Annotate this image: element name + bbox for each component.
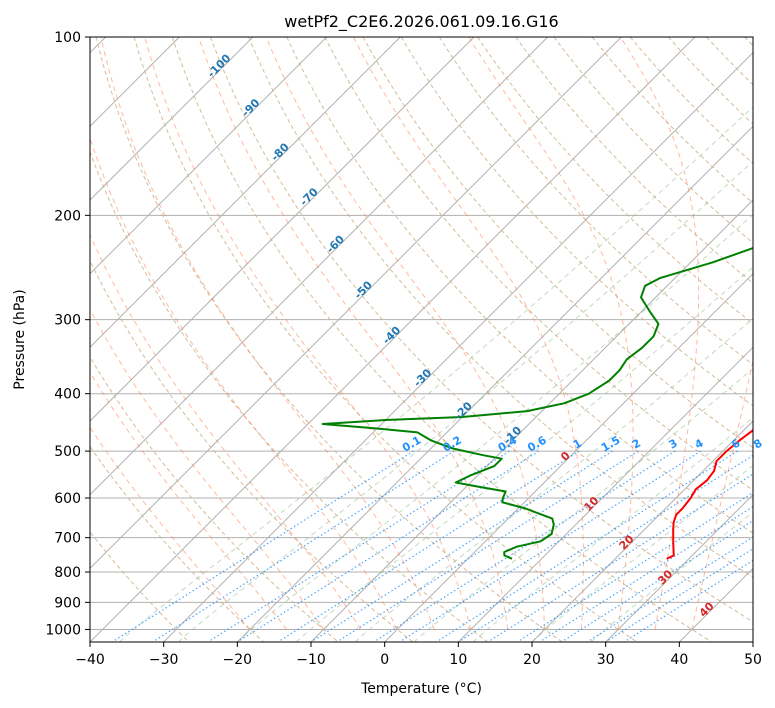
mixing-ratio-line [516, 491, 753, 642]
dry-adiabat-line [553, 37, 753, 244]
x-tick-label: 30 [597, 652, 615, 668]
isotherm-line [236, 125, 753, 642]
x-tick-label: −30 [149, 652, 179, 668]
y-tick-label: 300 [54, 313, 81, 329]
isotherm-line [90, 37, 328, 275]
x-tick-label: 0 [380, 652, 389, 668]
green-dashed-line [295, 266, 753, 642]
dry-adiabat-line [90, 356, 339, 642]
mixing-ratio-line [487, 473, 753, 642]
y-tick-label: 900 [54, 595, 81, 611]
mixing-ratio-line [561, 519, 753, 642]
green-dashed-line [472, 417, 753, 642]
x-axis-label: Temperature (°C) [360, 681, 482, 697]
background-lines [90, 37, 753, 642]
moist-adiabat-line [620, 37, 700, 630]
y-tick-label: 600 [54, 491, 81, 507]
moist-adiabat-line [198, 37, 509, 630]
mixing-ratio-line [111, 450, 414, 642]
isotherm-line [90, 37, 549, 496]
mixing-ratio-line [152, 450, 455, 642]
x-tick-label: −10 [296, 652, 326, 668]
mixing-ratio-line [586, 536, 753, 642]
green-dashed-line [590, 511, 753, 642]
dry-adiabat-line [248, 37, 753, 578]
green-dashed-line [236, 214, 753, 642]
isotherm-line [605, 493, 753, 642]
dry-adiabat-line [90, 150, 488, 642]
moist-adiabat-line [90, 233, 361, 630]
mixing-ratio-line [237, 450, 540, 642]
dry-adiabat-line [362, 37, 753, 449]
moist-adiabat-line [90, 371, 288, 630]
mixing-ratio-line [373, 450, 676, 642]
mixing-ratio-line [277, 450, 580, 642]
moist-adiabat-line [100, 37, 435, 630]
plot-frame [89, 36, 754, 643]
chart-title: wetPf2_C2E6.2026.061.09.16.G16 [284, 12, 558, 32]
isotherm-line [90, 37, 475, 422]
dry-adiabat-line [400, 37, 753, 407]
dry-adiabat-line [90, 531, 190, 642]
dry-adiabat-line [591, 37, 753, 204]
moist-adiabat-line [353, 37, 584, 630]
y-tick-label: 500 [54, 444, 81, 460]
green-dashed-line [178, 160, 753, 642]
isotherm-line [90, 37, 622, 570]
moist-adiabat-line [691, 358, 753, 630]
mixing-ratio-line [207, 450, 510, 642]
mixing-ratio-line [539, 505, 753, 642]
isotherm-line [90, 37, 696, 642]
moist-adiabat-line [90, 136, 398, 630]
isotherm-line [384, 272, 753, 642]
mixing-ratio-line [399, 450, 702, 642]
isotherm-line [90, 37, 401, 349]
y-tick-label: 400 [54, 387, 81, 403]
y-tick-label: 800 [54, 565, 81, 581]
isotherm-line [457, 346, 753, 642]
green-dashed-line [354, 317, 753, 642]
dry-adiabat-line [324, 37, 753, 491]
series-layer [321, 247, 753, 560]
isotherm-line [90, 37, 254, 201]
isotherm-line [163, 51, 753, 642]
y-axis: 100 200 300 400 500 600 700 800 900 1000 [45, 30, 90, 638]
x-tick-label: −40 [75, 652, 105, 668]
green-dashed-line [119, 106, 753, 642]
moist-adiabat-line [265, 37, 546, 630]
x-axis: −40 −30 −20 −10 0 10 20 30 40 50 [75, 642, 762, 668]
mixing-ratio-line [310, 450, 613, 642]
green-dashed-line [413, 367, 753, 642]
dry-adiabat-line [286, 37, 753, 534]
isotherm-line [531, 420, 753, 642]
moist-adiabat-line [468, 37, 634, 630]
green-dashed-line [531, 464, 753, 642]
x-tick-label: 50 [744, 652, 762, 668]
mixing-ratio-line [336, 450, 639, 642]
x-tick-label: 10 [449, 652, 467, 668]
dry-adiabat-line [133, 37, 638, 642]
y-tick-label: 100 [54, 30, 81, 46]
dry-adiabat-line [95, 37, 563, 642]
y-tick-label: 200 [54, 208, 81, 224]
moist-adiabat-line [90, 426, 251, 630]
x-tick-label: 40 [670, 652, 688, 668]
mixing-ratio-line [605, 547, 753, 642]
mixing-ratio-line [458, 454, 753, 642]
y-axis-label: Pressure (hPa) [12, 289, 28, 389]
temperature-profile-line [666, 429, 753, 560]
mixing-ratio-line [435, 450, 738, 642]
mixing-ratio-line [623, 559, 753, 642]
dry-adiabat-line [477, 37, 753, 325]
dewpoint-profile-line [321, 247, 753, 560]
x-tick-label: 20 [523, 652, 541, 668]
x-tick-label: −20 [223, 652, 253, 668]
y-tick-label: 700 [54, 531, 81, 547]
y-tick-label: 1000 [45, 622, 81, 638]
dry-adiabat-line [171, 37, 712, 642]
